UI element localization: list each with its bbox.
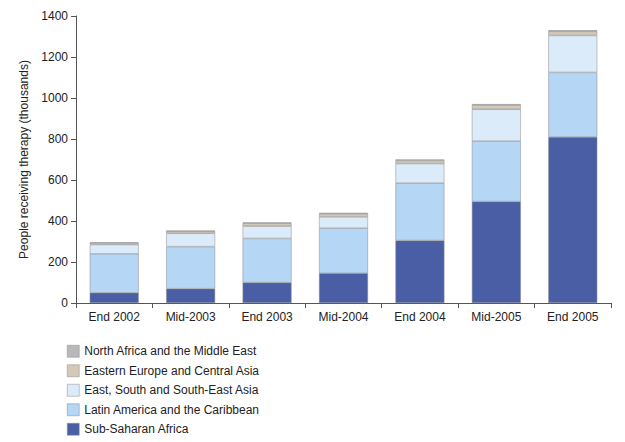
svg-text:End 2005: End 2005: [547, 310, 599, 324]
svg-text:People receiving therapy (thou: People receiving therapy (thousands): [17, 60, 31, 259]
svg-text:East, South and South-East Asi: East, South and South-East Asia: [84, 383, 258, 397]
svg-text:Mid-2003: Mid-2003: [166, 310, 216, 324]
svg-text:Sub-Saharan Africa: Sub-Saharan Africa: [84, 422, 188, 436]
svg-text:1200: 1200: [41, 50, 68, 64]
svg-text:0: 0: [61, 296, 68, 310]
svg-text:Mid-2004: Mid-2004: [318, 310, 368, 324]
svg-text:400: 400: [48, 214, 68, 228]
svg-text:End 2002: End 2002: [89, 310, 141, 324]
svg-text:800: 800: [48, 132, 68, 146]
svg-text:200: 200: [48, 255, 68, 269]
svg-text:Mid-2005: Mid-2005: [471, 310, 521, 324]
svg-text:600: 600: [48, 173, 68, 187]
svg-text:End 2004: End 2004: [394, 310, 446, 324]
svg-text:Eastern Europe and Central Asi: Eastern Europe and Central Asia: [84, 364, 259, 378]
svg-text:North Africa and the Middle Ea: North Africa and the Middle East: [84, 344, 257, 358]
svg-text:1400: 1400: [41, 9, 68, 23]
svg-text:End 2003: End 2003: [241, 310, 293, 324]
svg-text:Latin America and the Caribbea: Latin America and the Caribbean: [84, 403, 259, 417]
svg-text:1000: 1000: [41, 91, 68, 105]
